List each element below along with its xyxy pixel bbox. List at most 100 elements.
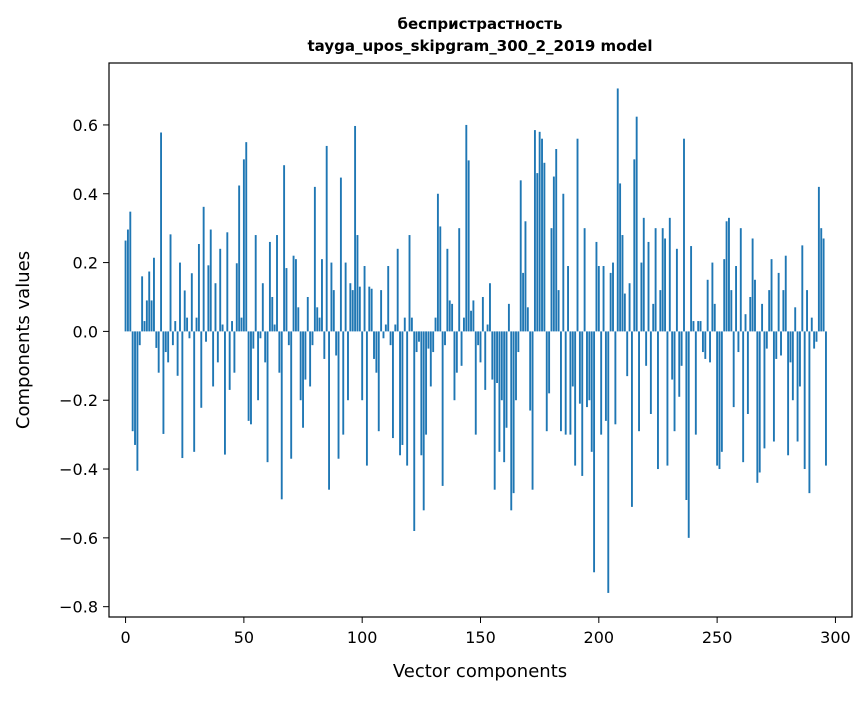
bar-196 xyxy=(588,331,591,401)
bar-24 xyxy=(181,331,184,459)
bar-41 xyxy=(221,324,224,332)
x-tick-label: 150 xyxy=(465,628,496,647)
bar-278 xyxy=(782,290,785,332)
bar-258 xyxy=(735,266,737,332)
bar-228 xyxy=(664,238,667,332)
bar-288 xyxy=(806,290,808,332)
bar-292 xyxy=(815,331,818,342)
y-axis-ticks: −0.8 −0.6 −0.4 −0.2 0.0 0.2 0.4 0.6 xyxy=(59,116,109,617)
bar-22 xyxy=(176,331,179,376)
bar-224 xyxy=(654,228,657,332)
bar-88 xyxy=(332,290,335,332)
bar-92 xyxy=(342,331,345,435)
bar-32 xyxy=(200,331,203,408)
bar-107 xyxy=(377,331,380,432)
bar-142 xyxy=(460,331,463,366)
bar-26 xyxy=(186,317,189,332)
bar-241 xyxy=(694,331,697,435)
bar-81 xyxy=(316,307,319,332)
bar-82 xyxy=(318,317,321,332)
bar-172 xyxy=(531,331,534,490)
bar-208 xyxy=(616,88,619,332)
y-tick-label: −0.2 xyxy=(59,391,98,410)
bar-132 xyxy=(436,193,439,332)
bar-118 xyxy=(403,317,406,332)
bar-59 xyxy=(264,331,267,363)
y-tick-label: 0.4 xyxy=(73,185,98,204)
bar-202 xyxy=(602,266,605,332)
bar-261 xyxy=(742,331,745,463)
bar-112 xyxy=(389,331,392,346)
bar-94 xyxy=(347,331,349,401)
bar-18 xyxy=(167,331,170,363)
x-tick-label: 50 xyxy=(234,628,254,647)
bar-106 xyxy=(375,331,378,373)
bar-268 xyxy=(758,331,761,473)
bar-185 xyxy=(562,193,565,332)
bar-227 xyxy=(661,228,664,332)
bar-257 xyxy=(732,331,735,408)
bar-127 xyxy=(425,331,428,435)
y-tick-label: −0.8 xyxy=(59,598,98,617)
bar-72 xyxy=(294,259,297,332)
bar-87 xyxy=(330,262,333,332)
bar-193 xyxy=(581,331,584,476)
bar-188 xyxy=(569,331,572,435)
bar-244 xyxy=(701,331,704,353)
bar-194 xyxy=(583,228,586,332)
bar-183 xyxy=(557,290,560,332)
bar-123 xyxy=(415,331,418,353)
bar-167 xyxy=(519,180,522,332)
bar-267 xyxy=(756,331,759,483)
bar-1 xyxy=(126,229,129,332)
bar-31 xyxy=(197,244,200,332)
bar-210 xyxy=(621,235,624,332)
bar-265 xyxy=(751,238,754,332)
bar-55 xyxy=(254,235,257,332)
bar-263 xyxy=(746,331,749,414)
bar-12 xyxy=(153,257,155,332)
bar-38 xyxy=(214,283,217,332)
bar-152 xyxy=(484,331,487,390)
bar-245 xyxy=(704,331,707,359)
bar-148 xyxy=(474,331,477,435)
bar-177 xyxy=(543,162,546,332)
bar-189 xyxy=(571,331,574,387)
bar-164 xyxy=(512,331,515,494)
bar-229 xyxy=(666,331,669,466)
bar-259 xyxy=(737,331,740,353)
bar-3 xyxy=(131,331,134,432)
bar-248 xyxy=(711,262,714,332)
bar-163 xyxy=(510,331,513,511)
bar-217 xyxy=(638,331,640,432)
bar-57 xyxy=(259,331,262,339)
bar-70 xyxy=(290,331,293,459)
bars-layer xyxy=(124,88,827,593)
bar-138 xyxy=(451,303,454,332)
bar-255 xyxy=(728,217,730,332)
bar-160 xyxy=(503,331,506,463)
bar-6 xyxy=(138,331,141,346)
bar-28 xyxy=(190,273,193,332)
bar-155 xyxy=(491,331,494,380)
bar-218 xyxy=(640,262,643,332)
x-tick-label: 250 xyxy=(702,628,733,647)
bar-121 xyxy=(410,317,413,332)
bar-17 xyxy=(164,331,167,353)
bar-242 xyxy=(697,321,700,332)
bar-29 xyxy=(193,331,196,452)
bar-56 xyxy=(257,331,260,401)
bar-219 xyxy=(642,217,645,332)
bar-10 xyxy=(148,271,151,332)
bar-157 xyxy=(496,331,499,384)
bar-279 xyxy=(784,255,787,332)
bar-89 xyxy=(335,331,338,356)
bar-117 xyxy=(401,331,404,445)
bar-77 xyxy=(306,296,309,332)
bar-201 xyxy=(600,331,603,435)
bar-42 xyxy=(224,331,226,455)
bar-76 xyxy=(304,331,307,380)
bar-23 xyxy=(179,262,181,332)
bar-133 xyxy=(439,226,442,332)
bar-65 xyxy=(278,331,281,373)
